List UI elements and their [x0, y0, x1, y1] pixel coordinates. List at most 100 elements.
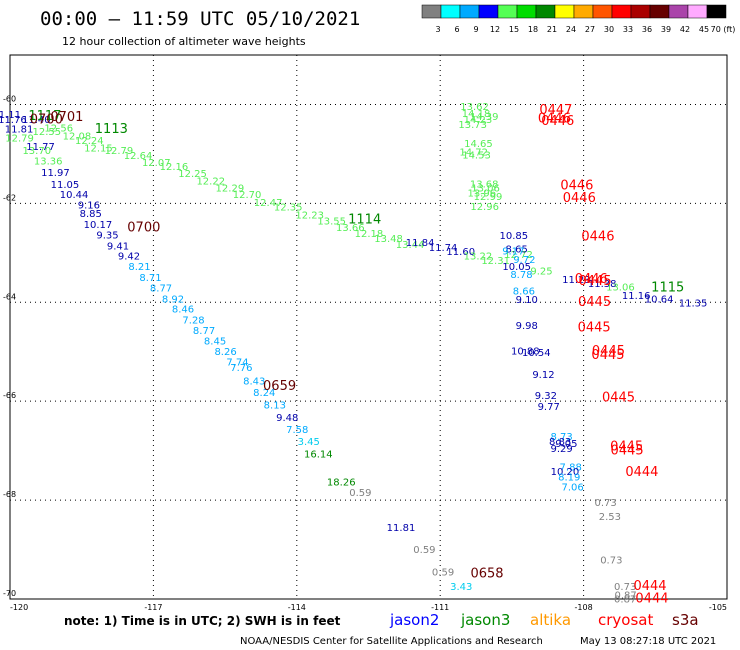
swh-value: 9.72 [513, 255, 535, 266]
swh-value: 13.66 [336, 223, 365, 234]
swh-value: 12.08 [63, 132, 92, 143]
colorbar-swatch [592, 4, 613, 19]
swh-value: 12.56 [44, 124, 73, 135]
swh-value: 13.96 [467, 188, 496, 199]
colorbar-swatch [706, 4, 727, 19]
plot-frame [9, 54, 728, 600]
swh-value: 11.76 [0, 115, 27, 126]
swh-value: 9.42 [118, 252, 140, 263]
swh-value: 8.66 [513, 286, 535, 297]
swh-value: 11.74 [429, 243, 458, 254]
x-tick-label: -105 [709, 603, 727, 612]
swh-value: 16.14 [304, 450, 333, 461]
swh-value: 9.17 [502, 246, 524, 257]
colorbar-swatch [516, 4, 537, 19]
swh-value: 14.53 [462, 150, 491, 161]
swh-value: 12.70 [233, 190, 262, 201]
colorbar-label: 42 [680, 25, 690, 34]
y-tick-label: -62 [3, 193, 16, 202]
swh-value: 14.72 [459, 147, 488, 158]
time-label: 0446 [541, 114, 574, 129]
time-label: 0659 [263, 379, 296, 394]
swh-value: 10.44 [60, 190, 89, 201]
time-label: 0445 [602, 391, 635, 406]
swh-value: 8.92 [162, 294, 184, 305]
swh-value: 10.54 [522, 348, 551, 359]
y-tick-label: -60 [3, 94, 16, 103]
swh-value: 10.17 [84, 220, 113, 231]
swh-value: 12.29 [216, 183, 245, 194]
swh-value: 11.60 [446, 247, 475, 258]
swh-value: 9.98 [516, 321, 538, 332]
swh-value: 14.39 [470, 112, 499, 123]
swh-value: 13.70 [22, 146, 51, 157]
satellite-cryosat-label: cryosat [598, 611, 653, 629]
y-tick-label: -64 [3, 292, 16, 301]
swh-value: 8.83 [549, 437, 571, 448]
swh-value: 11.23 [562, 275, 591, 286]
colorbar-label: 27 [585, 25, 595, 34]
colorbar-swatch [649, 4, 670, 19]
footer-timestamp: May 13 08:27:18 UTC 2021 [580, 636, 716, 647]
swh-value: 8.65 [506, 244, 528, 255]
colorbar-label: 3 [435, 25, 440, 34]
swh-value: 8.19 [558, 472, 580, 483]
swh-value: 0.59 [349, 488, 371, 499]
swh-value: 7.06 [561, 483, 583, 494]
time-label: 0446 [538, 111, 571, 126]
x-tick-label: -108 [575, 603, 593, 612]
colorbar-swatch [687, 4, 708, 19]
swh-value: 8.26 [214, 347, 236, 358]
swh-value: 9.48 [276, 413, 298, 424]
time-label: 0700 [127, 221, 160, 236]
swh-value: 2.53 [599, 512, 621, 523]
swh-value: 9.12 [532, 370, 554, 381]
colorbar-swatch [459, 4, 480, 19]
swh-value: 8.46 [172, 305, 194, 316]
swh-value: 9.10 [516, 295, 538, 306]
colorbar-label: 30 [604, 25, 614, 34]
swh-value: 13.68 [470, 180, 499, 191]
y-tick-label: -70 [3, 589, 16, 598]
swh-value: 12.07 [142, 158, 171, 169]
swh-value: 11.38 [588, 279, 617, 290]
colorbar-swatch [573, 4, 594, 19]
time-label: 0445 [579, 274, 612, 289]
swh-value: 10.05 [502, 262, 531, 273]
satellite-legend: jason2 jason3 altika cryosat s3a [389, 611, 699, 629]
plot-area: -120 -117 -114 -111 -108 -105 -60 -62 -64 -66 -68… [0, 54, 728, 612]
time-label: 1113 [95, 122, 128, 137]
satellite-altika-label: altika [530, 611, 571, 629]
swh-value: 11.16 [622, 291, 651, 302]
swh-value: 12.55 [32, 127, 61, 138]
y-tick-label: -66 [3, 391, 16, 400]
x-axis-ticks: -120 -117 -114 -111 -108 -105 [10, 603, 727, 612]
chart-subtitle: 12 hour collection of altimeter wave hei… [62, 35, 306, 48]
swh-value: 12.64 [124, 151, 153, 162]
x-tick-label: -120 [10, 603, 28, 612]
time-label: 0445 [610, 440, 643, 455]
swh-value: 11.97 [41, 168, 70, 179]
time-label: 0444 [635, 591, 668, 606]
x-tick-label: -111 [431, 603, 449, 612]
time-label: 0444 [633, 579, 666, 594]
swh-value: 0.59 [432, 567, 454, 578]
swh-value: 3.45 [298, 437, 320, 448]
colorbar-swatch [535, 4, 556, 19]
swh-value: 11.81 [5, 125, 34, 136]
x-tick-label: -117 [144, 603, 162, 612]
swh-value: 10.64 [645, 294, 674, 305]
colorbar-swatch [668, 4, 689, 19]
colorbar: 3 6 9 12 15 18 21 24 27 30 33 36 39 42 45 70 (ft) [421, 4, 735, 34]
swh-value: 13.44 [396, 240, 425, 251]
swh-value: 0.87 [614, 594, 636, 605]
swh-value: 12.15 [84, 143, 113, 154]
swh-value: 10.20 [551, 467, 580, 478]
swh-value: 12.79 [105, 146, 134, 157]
time-label: 0445 [578, 320, 611, 335]
swh-value: 8.77 [150, 283, 172, 294]
time-label: 0446 [581, 229, 614, 244]
colorbar-swatch [421, 4, 442, 19]
time-label: 0700 [30, 113, 63, 128]
